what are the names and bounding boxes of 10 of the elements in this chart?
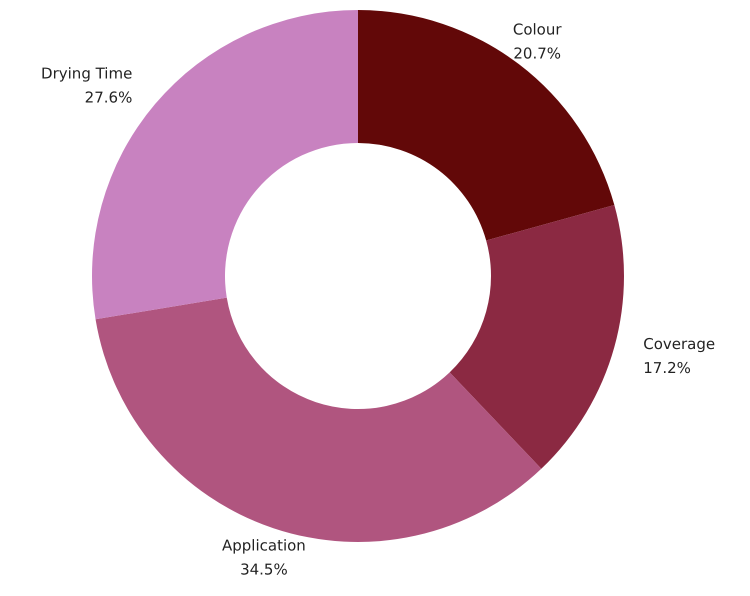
data-label: 20.7%: [513, 44, 562, 62]
data-label: 34.5%: [240, 560, 288, 579]
slice-label: Coverage: [643, 335, 716, 354]
slice-label: Drying Time: [41, 64, 132, 82]
slice-label: Application: [222, 536, 306, 555]
slice-label: Colour: [512, 20, 562, 38]
data-label: 27.6%: [84, 88, 132, 106]
data-label: 17.2%: [643, 359, 691, 378]
donut-slice: [450, 205, 624, 469]
donut-slice: [358, 10, 614, 240]
